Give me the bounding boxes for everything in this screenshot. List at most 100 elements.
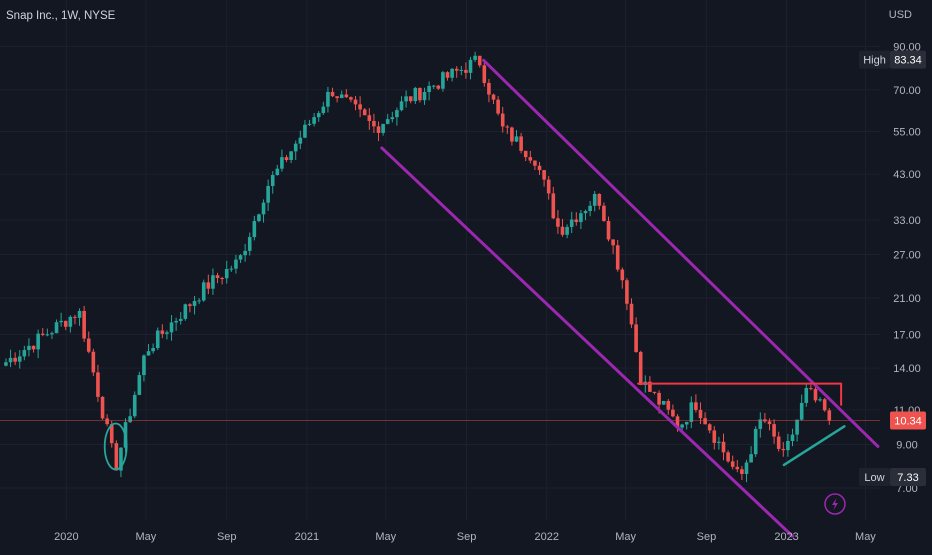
candle-body: [804, 388, 809, 403]
candle-body: [206, 282, 211, 289]
candle-body: [105, 418, 109, 425]
candle-body: [464, 69, 468, 73]
candle-body: [473, 55, 477, 60]
candle-body: [362, 109, 367, 116]
candle-body: [827, 410, 832, 421]
y-tick-label: 9.00: [896, 440, 917, 452]
candle-body: [822, 399, 827, 411]
x-tick-label: 2021: [295, 531, 319, 543]
candle-body: [583, 211, 588, 214]
candle-body: [537, 165, 542, 171]
candle-body: [786, 440, 790, 451]
x-tick-label: May: [136, 531, 157, 543]
candle-body: [795, 419, 799, 435]
candle-body: [40, 333, 45, 335]
candle-body: [63, 320, 68, 327]
candle-body: [597, 193, 602, 206]
candle-body: [505, 126, 510, 128]
candle-body: [109, 424, 114, 444]
candle-body: [50, 333, 54, 335]
candle-body: [427, 85, 431, 93]
candle-body: [652, 391, 657, 393]
candle-body: [496, 99, 500, 114]
candle-body: [22, 350, 27, 357]
candle-body: [201, 282, 206, 301]
lightning-icon[interactable]: [824, 493, 846, 515]
candle-body: [169, 322, 174, 333]
candle-body: [436, 85, 441, 89]
candle-body: [569, 219, 574, 227]
y-tick-label: 27.00: [893, 250, 921, 262]
candle-body: [316, 113, 321, 118]
candle-body: [487, 82, 491, 95]
candle-body: [579, 213, 583, 223]
currency-label: USD: [888, 9, 912, 21]
candle-body: [551, 193, 556, 219]
candle-body: [229, 268, 234, 270]
candle-body: [399, 101, 404, 111]
candle-body: [809, 388, 813, 390]
candle-body: [238, 255, 243, 260]
candle-body: [280, 157, 284, 169]
candle-body: [620, 269, 625, 281]
high-badge-value-bg: [890, 50, 926, 69]
candle-body: [500, 113, 505, 127]
candle-body: [91, 351, 96, 373]
candle-body: [381, 123, 385, 133]
axes: 90.00 70.00 55.00 43.00 33.00 27.00 21.00 17.00…: [54, 41, 921, 543]
candle-body: [270, 174, 275, 187]
candle-body: [422, 92, 427, 101]
candle-body: [252, 221, 257, 238]
low-badge-value-bg: [890, 468, 926, 486]
candle-body: [523, 150, 528, 158]
candle-body: [749, 454, 753, 463]
candle-body: [707, 424, 712, 431]
candle-body: [661, 400, 666, 405]
candle-body: [468, 59, 473, 73]
x-tick-label: May: [855, 531, 876, 543]
candle-body: [31, 345, 36, 350]
x-tick-label: Sep: [457, 531, 477, 543]
candle-body: [266, 186, 270, 203]
candle-body: [86, 338, 91, 352]
candle-body: [482, 65, 487, 83]
candle-body: [307, 123, 312, 125]
candle-body: [137, 375, 142, 395]
candle-body: [349, 97, 353, 100]
candle-body: [284, 157, 289, 161]
candle-body: [602, 205, 606, 222]
candle-body: [625, 280, 629, 304]
candle-body: [197, 300, 201, 302]
candle-body: [638, 351, 643, 385]
candle-body: [82, 310, 86, 339]
high-badge-label-bg: [859, 50, 890, 69]
candle-body: [247, 237, 252, 251]
candle-body: [183, 304, 188, 319]
candle-body: [174, 320, 178, 323]
candle-body: [611, 239, 615, 246]
y-tick-label: 21.00: [893, 293, 921, 305]
x-tick-label: May: [375, 531, 396, 543]
candle-body: [634, 324, 638, 352]
support-line: [782, 425, 846, 467]
candle-body: [358, 104, 362, 110]
y-tick-label: 14.00: [893, 363, 921, 375]
candle-body: [721, 441, 726, 453]
candle-body: [491, 94, 496, 100]
candle-body: [758, 419, 763, 429]
candle-body: [519, 136, 523, 151]
candle-body: [188, 304, 192, 306]
candle-body: [671, 409, 675, 417]
candle-body: [372, 120, 376, 127]
candle-body: [114, 443, 119, 471]
candle-body: [312, 117, 316, 124]
candle-body: [592, 193, 597, 206]
candle-body: [740, 469, 744, 474]
candle-body: [717, 441, 721, 443]
candle-body: [454, 68, 459, 71]
candle-body: [146, 351, 151, 356]
candle-body: [45, 334, 50, 336]
candle-body: [431, 85, 436, 87]
